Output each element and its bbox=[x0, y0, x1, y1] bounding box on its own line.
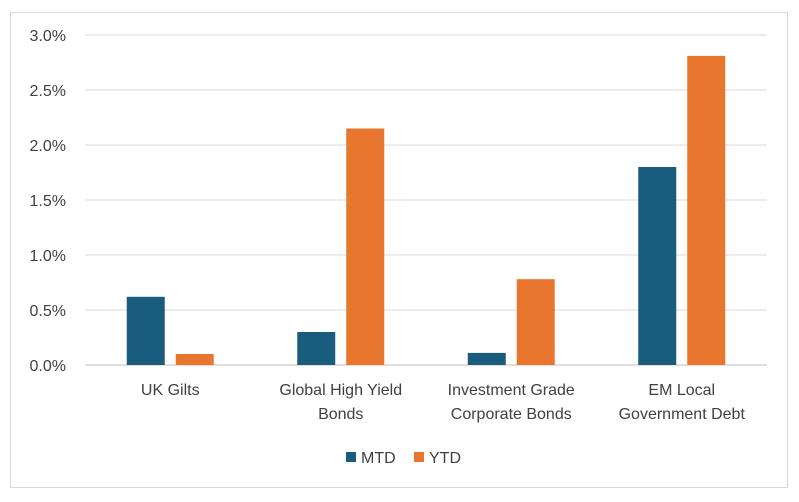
y-tick-label: 1.0% bbox=[30, 248, 66, 265]
x-category-label: Bonds bbox=[318, 406, 363, 423]
bar-mtd bbox=[126, 296, 165, 365]
y-tick-label: 1.5% bbox=[30, 193, 66, 210]
y-tick-label: 2.0% bbox=[30, 138, 66, 155]
legend: MTD YTD bbox=[346, 450, 461, 467]
bar-ytd bbox=[346, 128, 385, 365]
bar-mtd bbox=[638, 167, 677, 365]
legend-swatch-mtd bbox=[346, 452, 356, 462]
bars bbox=[126, 55, 726, 366]
y-tick-label: 2.5% bbox=[30, 83, 66, 100]
bar-ytd bbox=[687, 55, 726, 366]
y-axis-ticks: 0.0% 0.5% 1.0% 1.5% 2.0% 2.5% 3.0% bbox=[30, 28, 66, 375]
legend-label-ytd: YTD bbox=[429, 450, 461, 467]
x-category-label: EM Local bbox=[648, 382, 715, 399]
bar-mtd bbox=[467, 352, 506, 365]
y-tick-label: 0.5% bbox=[30, 303, 66, 320]
bar-ytd bbox=[175, 354, 214, 365]
x-axis-categories: UK Gilts Global High Yield Bonds Investment… bbox=[141, 382, 746, 423]
legend-label-mtd: MTD bbox=[361, 450, 396, 467]
x-category-label: Corporate Bonds bbox=[451, 406, 572, 423]
legend-swatch-ytd bbox=[414, 452, 424, 462]
x-category-label: Investment Grade bbox=[448, 382, 575, 399]
x-category-label: Global High Yield bbox=[279, 382, 402, 399]
bar-mtd bbox=[297, 332, 336, 365]
bar-ytd bbox=[516, 279, 555, 365]
x-category-label: Government Debt bbox=[619, 406, 746, 423]
x-category-label: UK Gilts bbox=[141, 382, 200, 399]
y-tick-label: 0.0% bbox=[30, 358, 66, 375]
y-tick-label: 3.0% bbox=[30, 28, 66, 45]
